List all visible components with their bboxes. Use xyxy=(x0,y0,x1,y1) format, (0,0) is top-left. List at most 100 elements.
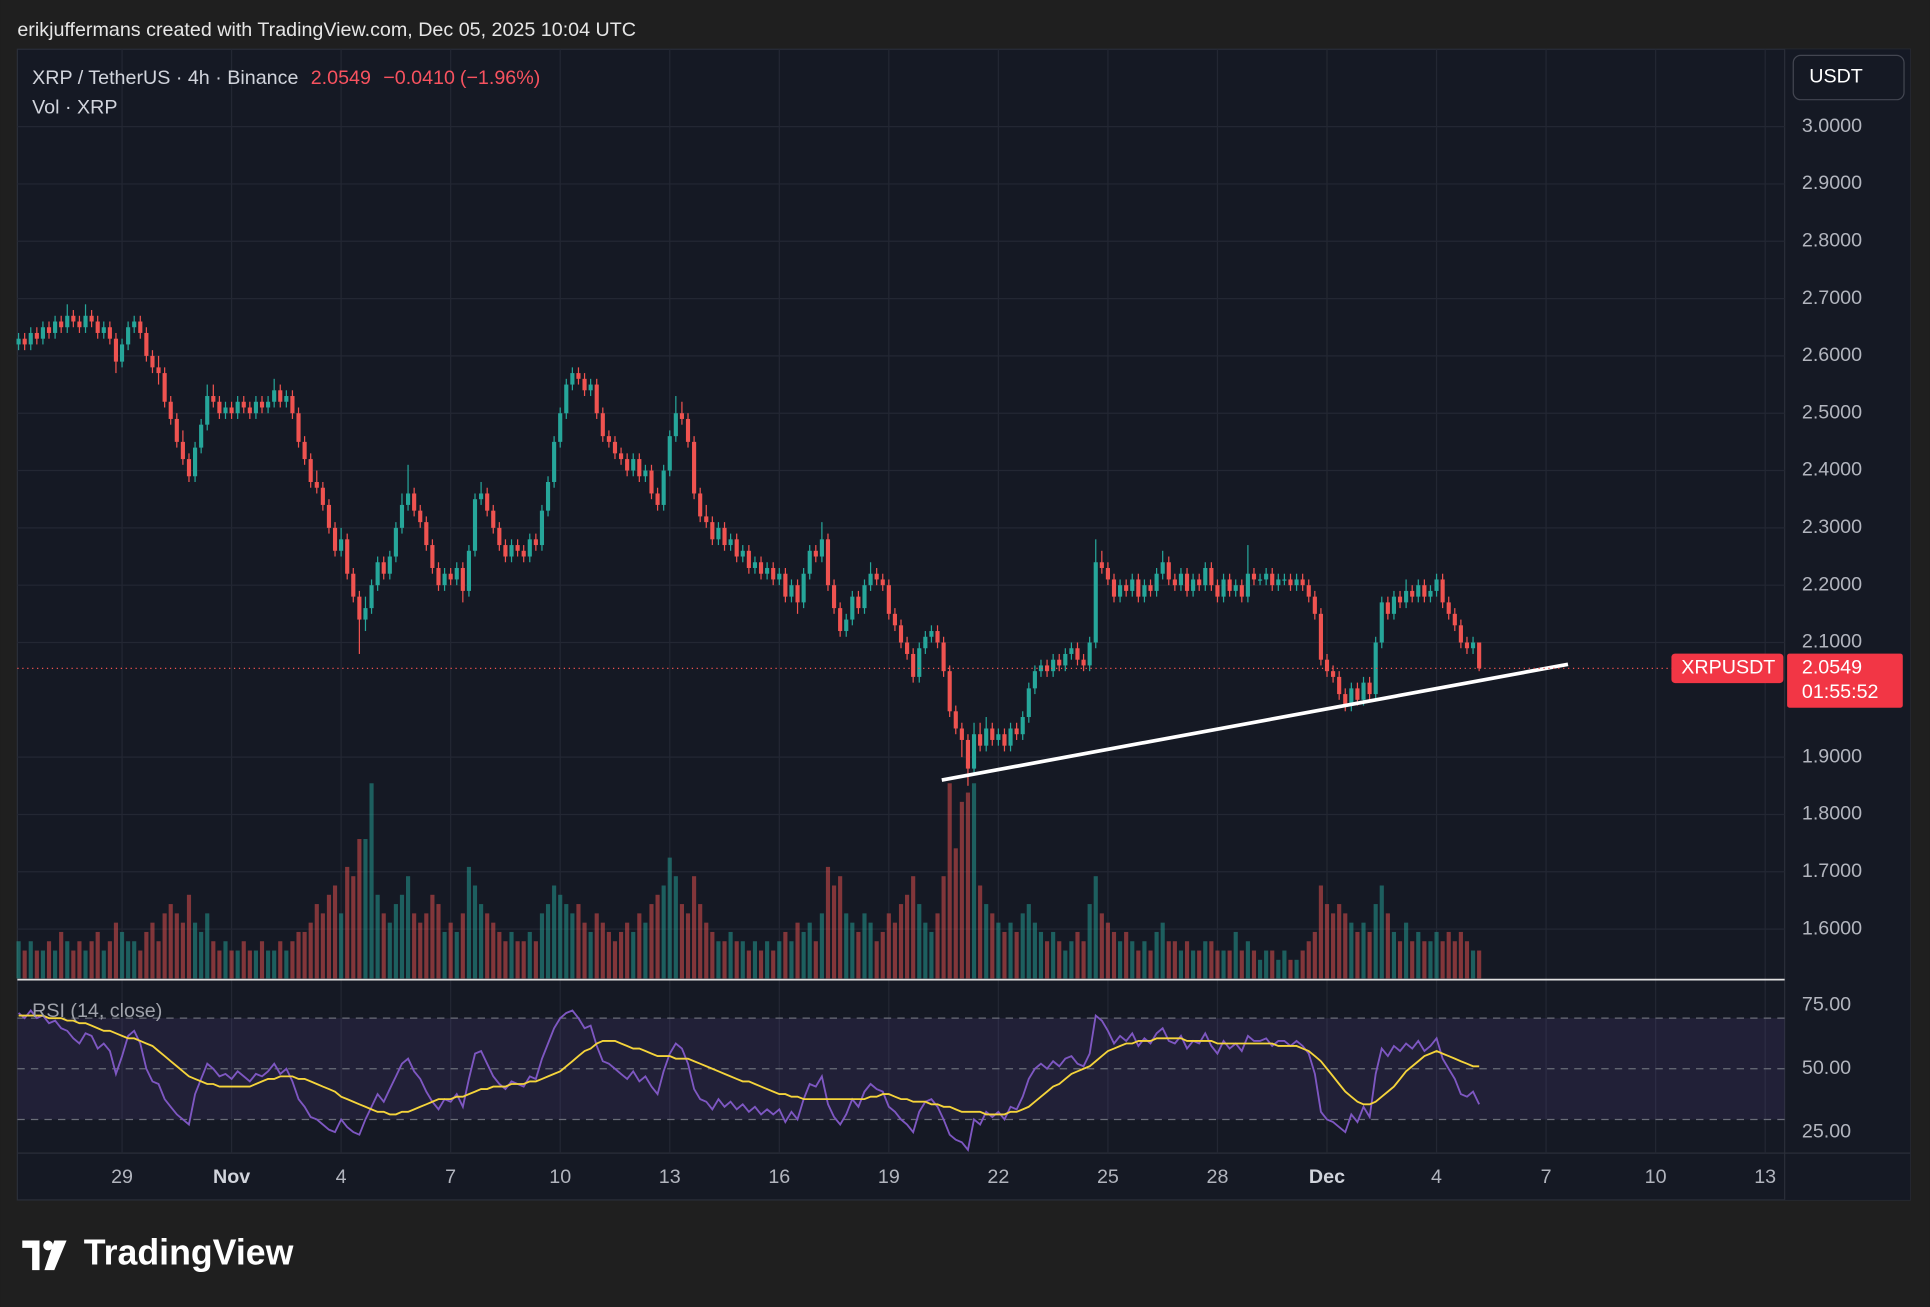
candle-body xyxy=(838,608,843,632)
candle-body xyxy=(156,367,161,374)
volume-bar xyxy=(107,941,112,979)
candle-body xyxy=(692,441,697,494)
candle-body xyxy=(758,562,764,574)
candle-body xyxy=(442,573,447,586)
logo: TradingView xyxy=(22,1233,294,1273)
volume-bar xyxy=(1197,950,1202,979)
volume-bar xyxy=(673,876,678,979)
volume-bar xyxy=(1318,885,1323,979)
candle-body xyxy=(1233,585,1238,591)
volume-bar xyxy=(1124,931,1129,979)
volume-bar xyxy=(917,904,922,979)
volume-bar xyxy=(1452,941,1457,979)
volume-bar xyxy=(77,941,82,979)
candle-body xyxy=(466,550,471,591)
candle-body xyxy=(399,504,405,528)
volume-bar xyxy=(1105,922,1110,979)
candle-body xyxy=(886,585,891,614)
x-tick-label: 22 xyxy=(987,1166,1009,1188)
candle-body xyxy=(1452,613,1457,626)
volume-bar xyxy=(71,950,76,979)
candle-body xyxy=(1294,579,1299,586)
volume-bar xyxy=(1245,941,1250,979)
volume-bar xyxy=(1391,931,1397,979)
volume-bar xyxy=(1270,950,1275,979)
candle-body xyxy=(247,407,252,414)
candle-body xyxy=(746,550,751,568)
volume-bar xyxy=(1136,950,1141,979)
volume-bar xyxy=(886,913,891,979)
volume-bar xyxy=(953,848,958,979)
candle-body xyxy=(1410,590,1415,597)
volume-bar xyxy=(119,931,125,979)
volume-bar xyxy=(296,931,301,979)
x-tick-label: 13 xyxy=(1754,1166,1776,1188)
x-tick-label: 7 xyxy=(1541,1166,1552,1188)
volume-title: Vol · XRP xyxy=(32,97,117,119)
volume-bar xyxy=(1416,931,1421,979)
candle-body xyxy=(1081,659,1086,666)
candle-body xyxy=(1397,596,1403,603)
volume-bar xyxy=(1063,950,1068,979)
y-tick-label: 2.8000 xyxy=(1802,229,1862,251)
candle-body xyxy=(533,539,538,546)
volume-bar xyxy=(1172,941,1177,979)
volume-bar xyxy=(552,885,557,979)
candle-body xyxy=(953,711,958,729)
candle-body xyxy=(716,527,721,540)
candle-body xyxy=(1416,585,1421,597)
volume-bar xyxy=(813,941,818,979)
volume-bar xyxy=(728,931,733,979)
candle-body xyxy=(631,459,636,471)
candle-body xyxy=(89,315,94,322)
x-tick-label: 19 xyxy=(878,1166,900,1188)
volume-bar xyxy=(65,941,70,979)
candle-body xyxy=(339,539,344,551)
candle-body xyxy=(1087,642,1092,666)
volume-bar xyxy=(783,931,788,979)
candle-body xyxy=(253,401,258,414)
candle-body xyxy=(1051,659,1056,672)
volume-bar xyxy=(186,894,192,979)
volume-bar xyxy=(1239,950,1244,979)
candle-body xyxy=(296,413,301,442)
volume-bar xyxy=(570,913,575,979)
x-tick-label: 10 xyxy=(549,1166,571,1188)
trendline xyxy=(941,662,1569,782)
volume-bar xyxy=(308,922,313,979)
candle-body xyxy=(1203,567,1208,586)
volume-bar xyxy=(1404,922,1409,979)
x-tick-label: Nov xyxy=(213,1166,250,1188)
candle-body xyxy=(698,493,703,517)
candle-body xyxy=(777,573,782,580)
volume-bar xyxy=(1367,931,1372,979)
candle-body xyxy=(1197,579,1202,586)
volume-bar xyxy=(996,922,1001,979)
volume-bar xyxy=(126,941,131,979)
currency-button[interactable] xyxy=(1792,54,1905,101)
candle-body xyxy=(460,567,465,591)
y-tick-label: 3.0000 xyxy=(1802,115,1862,137)
currency-label[interactable]: USDT xyxy=(1809,66,1863,88)
candle-body xyxy=(874,573,879,580)
candle-body xyxy=(655,493,660,505)
volume-bar xyxy=(399,894,405,979)
candle-body xyxy=(235,401,240,414)
volume-bar xyxy=(1257,959,1263,979)
volume-bar xyxy=(564,904,569,979)
volume-bar xyxy=(1075,931,1080,979)
volume-bar xyxy=(515,941,520,979)
candle-body xyxy=(241,401,246,408)
candle-body xyxy=(978,734,983,746)
volume-bar xyxy=(1306,941,1311,979)
candle-body xyxy=(704,516,709,523)
volume-bar xyxy=(1343,913,1348,979)
candle-body xyxy=(1276,579,1281,586)
candle-body xyxy=(53,321,58,333)
candle-body xyxy=(527,539,532,557)
candle-body xyxy=(77,321,82,328)
volume-bar xyxy=(1440,941,1445,979)
volume-bar xyxy=(211,941,216,979)
volume-bar xyxy=(1154,931,1159,979)
volume-bar xyxy=(1288,959,1293,979)
